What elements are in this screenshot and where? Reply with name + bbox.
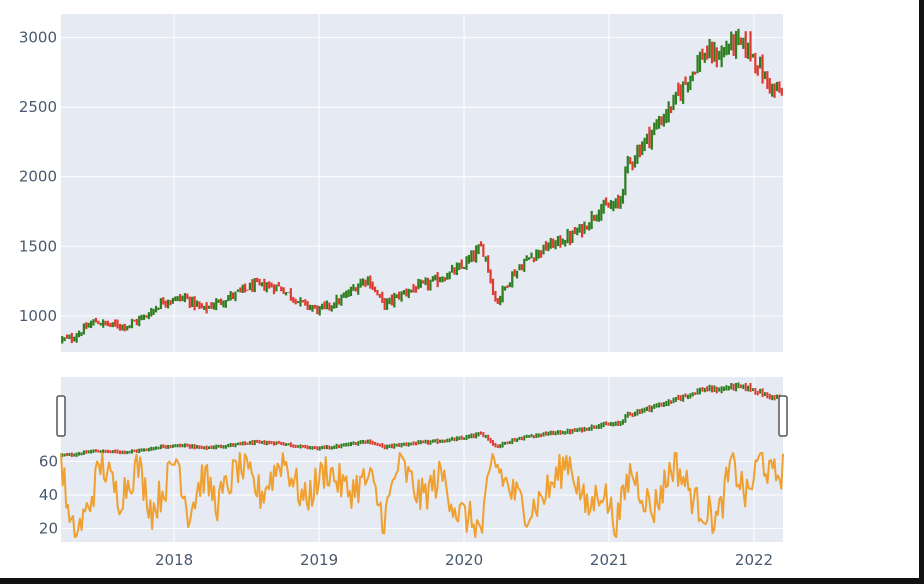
range-slider-left-handle[interactable]	[56, 395, 66, 437]
frame-right-edge	[919, 0, 924, 584]
price-candles	[61, 28, 783, 344]
x-tick-label: 2021	[590, 551, 628, 569]
price-y-tick-labels: 1000 1500 2000 2500 3000	[19, 29, 57, 325]
oscillator-line	[60, 452, 784, 538]
osc-y-tick-label: 60	[39, 452, 58, 470]
oscillator-y-tick-labels: 20 40 60	[39, 452, 58, 537]
price-y-tick-label: 2500	[19, 98, 57, 116]
frame-bottom-edge	[0, 578, 924, 584]
range-slider-area[interactable]	[61, 377, 783, 542]
x-tick-label: 2019	[300, 551, 338, 569]
x-tick-label: 2018	[155, 551, 193, 569]
range-slider-mini-candles	[61, 382, 783, 458]
price-y-tick-label: 1000	[19, 307, 57, 325]
osc-y-tick-label: 40	[39, 486, 58, 504]
range-slider-right-handle[interactable]	[778, 395, 788, 437]
price-plot-area	[61, 14, 783, 352]
oscillator-series-line	[60, 452, 784, 538]
x-tick-label: 2022	[735, 551, 773, 569]
price-y-tick-label: 2000	[19, 168, 57, 186]
price-y-tick-label: 3000	[19, 29, 57, 47]
x-tick-label: 2020	[445, 551, 483, 569]
x-axis-tick-labels: 2018 2019 2020 2021 2022	[155, 551, 773, 569]
price-gridlines	[61, 14, 783, 352]
osc-y-tick-label: 20	[39, 520, 58, 538]
price-y-tick-label: 1500	[19, 237, 57, 255]
